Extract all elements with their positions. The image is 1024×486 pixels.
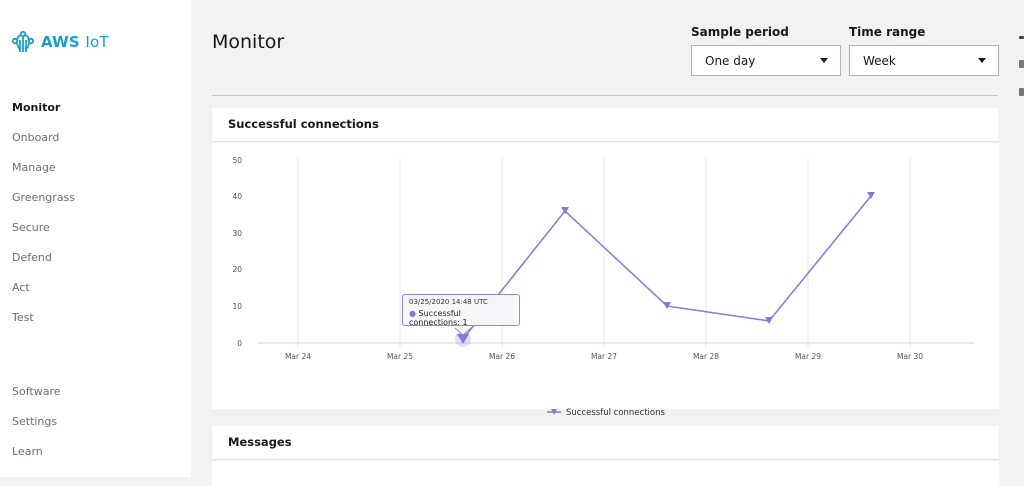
page-title: Monitor: [212, 31, 285, 53]
panel-title: Messages: [212, 426, 999, 460]
sidebar: AWS IoT Monitor Onboard Manage Greengras…: [0, 0, 191, 477]
chart-legend[interactable]: Successful connections: [547, 408, 665, 418]
chart-area: 50 30 40 20 10 0 M: [212, 142, 999, 418]
series-dot-icon: ●: [409, 309, 416, 318]
legend-label: Successful connections: [566, 408, 665, 418]
cropped-edge-glyph: [1019, 36, 1024, 39]
sidebar-item-learn[interactable]: Learn: [12, 445, 43, 458]
sidebar-item-monitor[interactable]: Monitor: [12, 101, 61, 114]
brand-name: AWS: [41, 33, 80, 51]
iot-circuit-icon: [11, 30, 35, 52]
y-tick-20: 20: [232, 265, 242, 274]
y-tick-0: 0: [237, 339, 242, 348]
y-tick-40: 40: [232, 192, 242, 201]
svg-text:Mar 29: Mar 29: [795, 352, 821, 361]
chart-tooltip: 03/25/2020 14:48 UTC ● Successful connec…: [402, 294, 520, 327]
y-tick-30: 30: [232, 229, 242, 238]
sidebar-item-settings[interactable]: Settings: [12, 415, 58, 428]
svg-text:Mar 24: Mar 24: [285, 352, 311, 361]
time-range-select[interactable]: Week: [849, 45, 999, 76]
line-chart[interactable]: 50 30 40 20 10 0 M: [212, 142, 999, 409]
cropped-edge-glyph: [1019, 88, 1024, 96]
time-range-label: Time range: [849, 25, 926, 39]
aws-iot-logo[interactable]: AWS IoT: [11, 30, 109, 54]
legend-triangle-marker-icon: [547, 409, 561, 415]
svg-text:Mar 30: Mar 30: [897, 352, 923, 361]
tooltip-timestamp: 03/25/2020 14:48 UTC: [409, 298, 488, 306]
sidebar-item-software[interactable]: Software: [12, 385, 61, 398]
svg-text:Mar 28: Mar 28: [693, 352, 719, 361]
sidebar-item-secure[interactable]: Secure: [12, 221, 50, 234]
cropped-edge-glyph: [1019, 60, 1024, 68]
sample-period-label: Sample period: [691, 25, 789, 39]
successful-connections-panel: Successful connections 50 30 40 20 10 0: [212, 108, 999, 418]
caret-down-icon: [978, 58, 986, 63]
main-content: Monitor Sample period One day Time range…: [191, 0, 1024, 486]
time-range-value: Week: [863, 53, 896, 68]
tooltip-value: Successful connections: 1: [409, 309, 468, 327]
header-divider: [212, 95, 998, 96]
messages-panel: Messages: [212, 426, 999, 486]
sample-period-value: One day: [705, 53, 756, 68]
svg-text:Mar 27: Mar 27: [591, 352, 617, 361]
sidebar-item-greengrass[interactable]: Greengrass: [12, 191, 76, 204]
svg-text:Mar 26: Mar 26: [489, 352, 515, 361]
sidebar-item-onboard[interactable]: Onboard: [12, 131, 60, 144]
svg-text:Mar 25: Mar 25: [387, 352, 413, 361]
caret-down-icon: [820, 58, 828, 63]
sidebar-item-test[interactable]: Test: [12, 311, 34, 324]
y-tick-10: 10: [232, 302, 242, 311]
sample-period-select[interactable]: One day: [691, 45, 841, 76]
brand-product: IoT: [85, 33, 109, 51]
sidebar-item-manage[interactable]: Manage: [12, 161, 56, 174]
y-tick-50: 50: [232, 156, 242, 165]
sidebar-item-act[interactable]: Act: [12, 281, 30, 294]
sidebar-item-defend[interactable]: Defend: [12, 251, 52, 264]
panel-title: Successful connections: [212, 108, 999, 142]
